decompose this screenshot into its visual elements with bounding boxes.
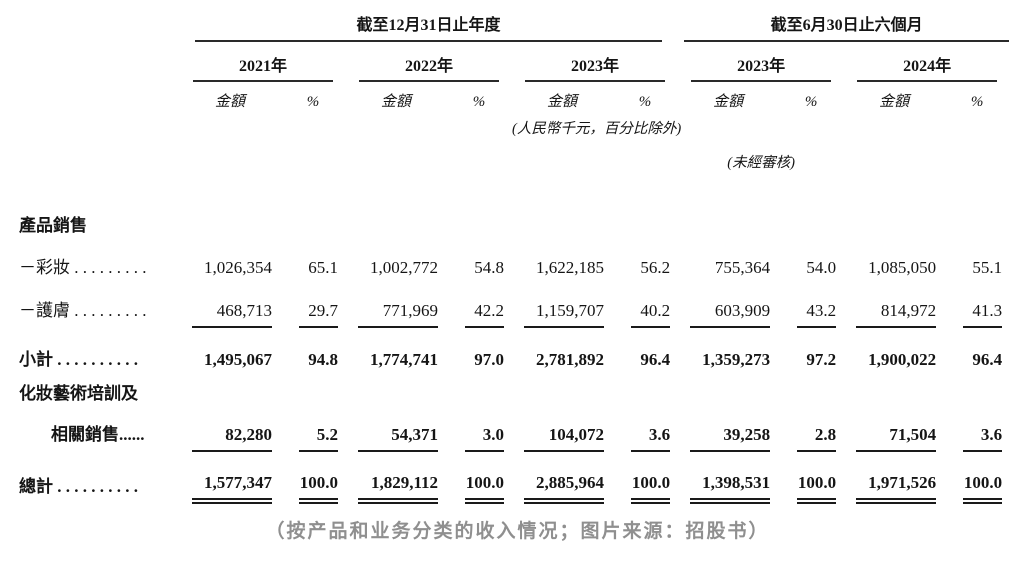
cell-value: 1,971,526: [856, 473, 937, 504]
cell-value: 29.7: [299, 301, 338, 328]
cell-value: 3.0: [465, 425, 504, 452]
table-row-product-sales-section: 產品銷售: [18, 204, 1010, 240]
cell-value: 94.8: [308, 350, 338, 369]
cell-value: 468,713: [192, 301, 272, 328]
row-label: 產品銷售: [19, 216, 87, 235]
unaudited-note: (未經審核): [727, 155, 795, 171]
cell-value: 104,072: [524, 425, 604, 452]
col-header-2023: 2023年: [525, 52, 666, 82]
cell-value: 41.3: [963, 301, 1003, 328]
cell-value: 39,258: [690, 425, 771, 452]
amount-header: 金額: [214, 94, 245, 110]
col-header-2023-h1: 2023年: [691, 52, 832, 82]
cell-value: 96.4: [972, 350, 1003, 369]
table-row-training-section: 化妝藝術培訓及: [18, 374, 1010, 408]
table-row-makeup: －彩妝 . . . . . . . . . 1,026,354 65.1 1,0…: [18, 240, 1010, 282]
amount-header: 金額: [879, 94, 910, 110]
cell-value: 100.0: [797, 473, 837, 504]
cell-value: 1,622,185: [536, 258, 604, 277]
cell-value: 2,885,964: [524, 473, 604, 504]
cell-value: 814,972: [856, 301, 937, 328]
cell-value: 56.2: [640, 258, 671, 277]
cell-value: 71,504: [856, 425, 937, 452]
cell-value: 54.0: [806, 258, 837, 277]
amount-header: 金額: [546, 94, 577, 110]
row-label: 總計 . . . . . . . . . .: [19, 477, 138, 496]
cell-value: 100.0: [963, 473, 1003, 504]
sub-header-row: 金額 % 金額 % 金額 % 金額 % 金額 %: [18, 82, 1010, 112]
col-header-2021: 2021年: [193, 52, 333, 82]
cell-value: 55.1: [972, 258, 1003, 277]
percent-header: %: [970, 94, 984, 110]
cell-value: 96.4: [640, 350, 671, 369]
table-row-total: 總計 . . . . . . . . . . 1,577,347 100.0 1…: [18, 452, 1010, 504]
cell-value: 97.0: [474, 350, 504, 369]
year-header-row: 2021年 2022年 2023年 2023年 2024年: [18, 42, 1010, 82]
col-header-2022: 2022年: [359, 52, 499, 82]
year-ended-group-header: 截至12月31日止年度: [195, 11, 663, 42]
cell-value: 65.1: [308, 258, 338, 277]
cell-value: 771,969: [358, 301, 438, 328]
cell-value: 1,774,741: [370, 350, 438, 369]
cell-value: 1,900,022: [868, 350, 937, 369]
cell-value: 43.2: [797, 301, 837, 328]
table-row-skincare: －護膚 . . . . . . . . . 468,713 29.7 771,9…: [18, 282, 1010, 328]
cell-value: 3.6: [963, 425, 1003, 452]
percent-header: %: [638, 94, 652, 110]
cell-value: 1,026,354: [204, 258, 272, 277]
percent-header: %: [306, 94, 320, 110]
row-label: 相關銷售......: [51, 425, 145, 444]
table-row-related-sales: 相關銷售...... 82,280 5.2 54,371 3.0 104,072…: [18, 408, 1010, 452]
amount-header: 金額: [380, 94, 411, 110]
cell-value: 1,495,067: [204, 350, 272, 369]
units-note-row: (人民幣千元，百分比除外): [18, 112, 1010, 138]
cell-value: 100.0: [299, 473, 338, 504]
cell-value: 1,085,050: [868, 258, 937, 277]
cell-value: 755,364: [714, 258, 771, 277]
image-caption: （按产品和业务分类的收入情况；图片来源：招股书）: [265, 521, 770, 542]
period-group-header-row: 截至12月31日止年度 截至6月30日止六個月: [18, 6, 1010, 42]
cell-value: 54,371: [358, 425, 438, 452]
cell-value: 42.2: [465, 301, 504, 328]
percent-header: %: [472, 94, 486, 110]
cell-value: 1,577,347: [192, 473, 272, 504]
row-label: 小計 . . . . . . . . . .: [19, 350, 138, 369]
prospectus-table-page: 截至12月31日止年度 截至6月30日止六個月 2021年 2022年 2023…: [0, 6, 1035, 561]
table-row-subtotal: 小計 . . . . . . . . . . 1,495,067 94.8 1,…: [18, 328, 1010, 374]
percent-header: %: [804, 94, 818, 110]
cell-value: 1,829,112: [358, 473, 438, 504]
cell-value: 5.2: [299, 425, 338, 452]
cell-value: 2.8: [797, 425, 837, 452]
cell-value: 3.6: [631, 425, 671, 452]
cell-value: 1,398,531: [690, 473, 771, 504]
units-note: (人民幣千元，百分比除外): [512, 121, 682, 137]
amount-header: 金額: [713, 94, 744, 110]
cell-value: 100.0: [465, 473, 504, 504]
cell-value: 603,909: [690, 301, 771, 328]
cell-value: 100.0: [631, 473, 671, 504]
row-label: 化妝藝術培訓及: [19, 384, 138, 403]
cell-value: 40.2: [631, 301, 671, 328]
cell-value: 1,159,707: [524, 301, 604, 328]
cell-value: 1,002,772: [370, 258, 438, 277]
six-months-group-header: 截至6月30日止六個月: [684, 11, 1010, 42]
cell-value: 2,781,892: [536, 350, 604, 369]
cell-value: 1,359,273: [702, 350, 771, 369]
col-header-2024-h1: 2024年: [857, 52, 998, 82]
unaudited-note-row: (未經審核): [18, 138, 1010, 172]
cell-value: 97.2: [806, 350, 837, 369]
row-label: －彩妝 . . . . . . . . .: [19, 258, 147, 277]
revenue-by-category-table: 截至12月31日止年度 截至6月30日止六個月 2021年 2022年 2023…: [18, 6, 1010, 504]
row-label: －護膚 . . . . . . . . .: [19, 301, 147, 320]
cell-value: 82,280: [192, 425, 272, 452]
cell-value: 54.8: [474, 258, 504, 277]
